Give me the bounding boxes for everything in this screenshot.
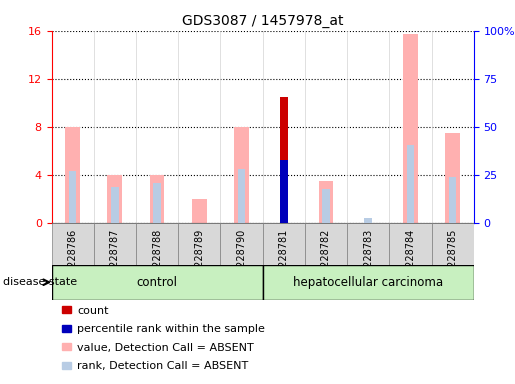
Bar bbox=[238, 169, 245, 223]
Bar bbox=[52, 265, 263, 300]
Bar bbox=[407, 145, 414, 223]
Bar bbox=[403, 34, 418, 223]
Text: GSM228787: GSM228787 bbox=[110, 229, 120, 288]
Text: disease state: disease state bbox=[3, 277, 77, 287]
Bar bbox=[263, 265, 474, 300]
Text: GSM228783: GSM228783 bbox=[363, 229, 373, 288]
Bar bbox=[65, 127, 80, 223]
Text: GSM228789: GSM228789 bbox=[194, 229, 204, 288]
Text: value, Detection Call = ABSENT: value, Detection Call = ABSENT bbox=[77, 343, 254, 353]
Bar bbox=[319, 181, 333, 223]
Text: GSM228781: GSM228781 bbox=[279, 229, 289, 288]
Bar bbox=[432, 223, 474, 265]
Text: hepatocellular carcinoma: hepatocellular carcinoma bbox=[293, 276, 443, 289]
Bar bbox=[280, 97, 287, 223]
Bar bbox=[449, 177, 456, 223]
Title: GDS3087 / 1457978_at: GDS3087 / 1457978_at bbox=[182, 14, 344, 28]
Bar bbox=[365, 218, 372, 223]
Text: GSM228790: GSM228790 bbox=[236, 229, 247, 288]
Bar bbox=[69, 171, 76, 223]
Bar bbox=[234, 127, 249, 223]
Bar bbox=[192, 199, 207, 223]
Bar bbox=[280, 161, 287, 223]
Bar bbox=[136, 223, 178, 265]
Bar bbox=[111, 187, 118, 223]
Text: GSM228785: GSM228785 bbox=[448, 229, 458, 288]
Bar bbox=[445, 133, 460, 223]
Bar bbox=[389, 223, 432, 265]
Text: control: control bbox=[136, 276, 178, 289]
Bar bbox=[150, 175, 164, 223]
Bar bbox=[153, 183, 161, 223]
Bar bbox=[178, 223, 220, 265]
Text: percentile rank within the sample: percentile rank within the sample bbox=[77, 324, 265, 334]
Bar bbox=[322, 189, 330, 223]
Text: count: count bbox=[77, 306, 109, 316]
Bar bbox=[347, 223, 389, 265]
Text: GSM228782: GSM228782 bbox=[321, 229, 331, 288]
Text: GSM228784: GSM228784 bbox=[405, 229, 416, 288]
Text: GSM228788: GSM228788 bbox=[152, 229, 162, 288]
Bar bbox=[52, 223, 94, 265]
Bar bbox=[108, 175, 122, 223]
Bar bbox=[263, 223, 305, 265]
Text: GSM228786: GSM228786 bbox=[67, 229, 78, 288]
Bar bbox=[305, 223, 347, 265]
Text: rank, Detection Call = ABSENT: rank, Detection Call = ABSENT bbox=[77, 361, 249, 371]
Bar bbox=[220, 223, 263, 265]
Bar bbox=[94, 223, 136, 265]
